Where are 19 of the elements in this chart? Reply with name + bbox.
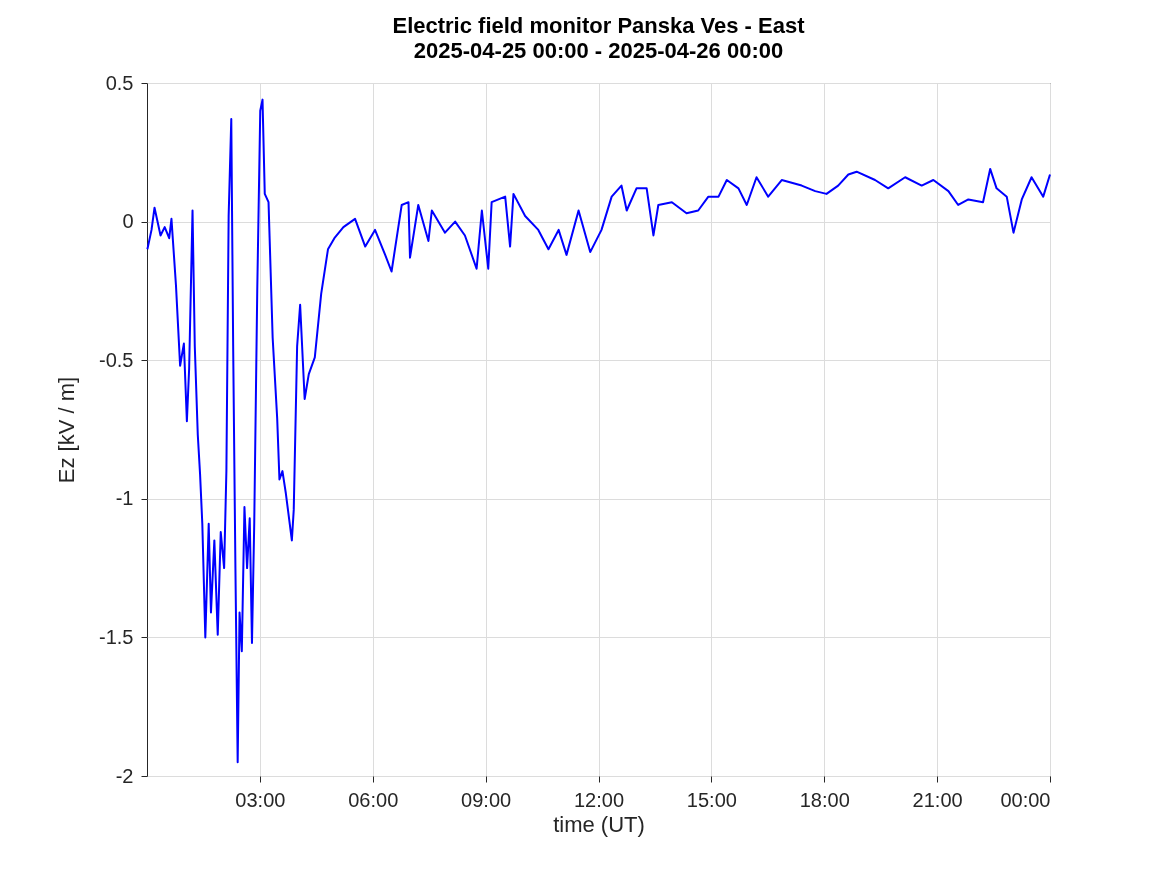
y-tick-label: -0.5 bbox=[99, 348, 134, 371]
x-tick-label: 09:00 bbox=[461, 788, 512, 811]
x-tick-label: 12:00 bbox=[573, 788, 625, 811]
x-tick-label: 21:00 bbox=[912, 788, 963, 811]
y-axis-title: Ez [kV / m] bbox=[54, 376, 80, 484]
x-tick-label: 00:00 bbox=[1000, 788, 1051, 811]
y-tick-label: 0 bbox=[122, 210, 134, 233]
x-tick-label: 15:00 bbox=[686, 788, 737, 811]
x-axis-title: time (UT) bbox=[553, 811, 645, 837]
y-tick-label: -1 bbox=[115, 487, 134, 510]
y-tick-label: -2 bbox=[115, 764, 134, 787]
y-tick-label: -1.5 bbox=[99, 625, 134, 648]
x-tick-label: 18:00 bbox=[799, 788, 850, 811]
line-series bbox=[146, 98, 1051, 764]
x-tick-label: 03:00 bbox=[235, 788, 286, 811]
chart-subtitle: 2025-04-25 00:00 - 2025-04-26 00:00 bbox=[413, 38, 784, 63]
chart-title: Electric field monitor Panska Ves - East bbox=[392, 13, 806, 38]
y-tick-label: 0.5 bbox=[105, 71, 134, 94]
x-tick-label: 06:00 bbox=[348, 788, 399, 811]
